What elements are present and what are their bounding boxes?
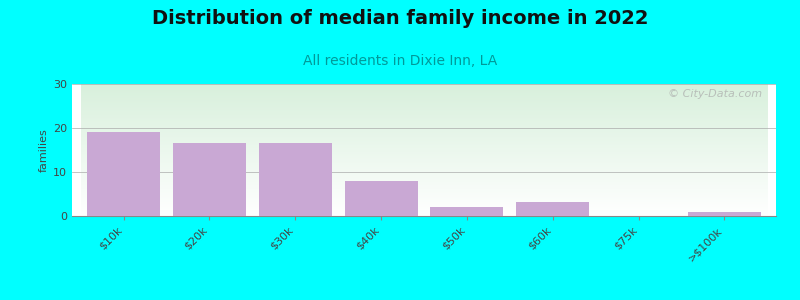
Text: All residents in Dixie Inn, LA: All residents in Dixie Inn, LA xyxy=(303,54,497,68)
Text: Distribution of median family income in 2022: Distribution of median family income in … xyxy=(152,9,648,28)
Bar xyxy=(345,181,418,216)
Bar xyxy=(516,202,590,216)
Bar xyxy=(173,143,246,216)
Bar xyxy=(430,207,503,216)
Bar xyxy=(87,132,160,216)
Text: © City-Data.com: © City-Data.com xyxy=(668,89,762,99)
Bar xyxy=(688,212,761,216)
Bar xyxy=(258,143,332,216)
Y-axis label: families: families xyxy=(39,128,49,172)
